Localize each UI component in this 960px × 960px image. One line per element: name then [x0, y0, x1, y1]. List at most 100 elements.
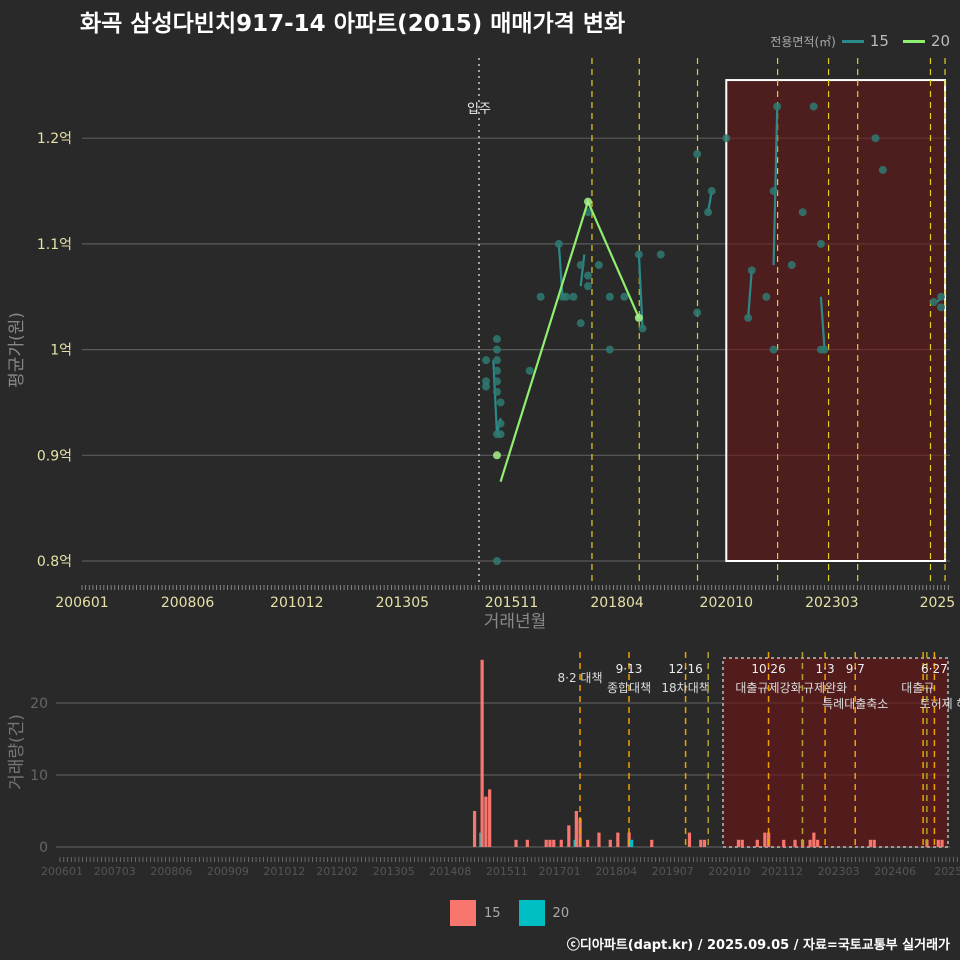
- legend-swatch-15: [450, 900, 476, 926]
- data-point-15: [594, 261, 603, 270]
- bar-15: [616, 832, 620, 847]
- x-tick-label: 200806: [150, 865, 192, 878]
- y-tick-label: 1.1억: [37, 237, 72, 253]
- data-point-15: [492, 366, 501, 375]
- data-point-15: [536, 292, 545, 301]
- policy-label: 종합대책: [607, 680, 651, 695]
- bar-15: [936, 839, 940, 847]
- y-tick-label: 10: [30, 768, 48, 784]
- x-tick-label: 201305: [373, 865, 415, 878]
- bar-15: [480, 659, 484, 847]
- y-axis-title: 거래량(건): [7, 714, 27, 790]
- data-point-15: [820, 345, 829, 354]
- x-tick-label: 201804: [595, 865, 637, 878]
- data-point-15: [583, 282, 592, 291]
- data-point-15: [562, 292, 571, 301]
- bar-20: [630, 839, 634, 847]
- x-tick-label: 201804: [590, 595, 644, 611]
- data-point-15: [656, 250, 665, 259]
- data-point-15: [634, 250, 643, 259]
- legend-line-20: [902, 39, 925, 43]
- data-point-15: [576, 261, 585, 270]
- highlight-region: [725, 79, 947, 562]
- bar-15: [793, 839, 797, 847]
- data-point-15: [605, 292, 614, 301]
- policy-label: 18차대책: [661, 680, 709, 695]
- y-tick-label: 0: [39, 840, 48, 856]
- x-tick-label: 202112: [761, 865, 803, 878]
- x-tick-label: 202010: [708, 865, 750, 878]
- y-axis-title: 평균가(원): [7, 312, 27, 388]
- bar-15: [782, 839, 786, 847]
- data-point-15: [638, 324, 647, 333]
- x-tick-label: 201305: [376, 595, 429, 611]
- bar-15: [525, 839, 529, 847]
- data-point-15: [576, 319, 585, 328]
- bar-15: [548, 839, 552, 847]
- data-point-15: [693, 150, 702, 159]
- data-point-15: [496, 398, 505, 407]
- bar-15: [567, 825, 571, 847]
- policy-date: 12·16: [668, 662, 702, 676]
- policy-label: 대출규제강화: [735, 681, 801, 695]
- bar-15: [755, 839, 759, 847]
- policy-label: 대출규: [901, 681, 934, 695]
- bar-15: [763, 832, 767, 847]
- legend-label-20: 20: [930, 32, 950, 50]
- bar-15: [702, 839, 707, 847]
- x-tick-label: 202406: [874, 865, 916, 878]
- x-tick-label: 202303: [818, 865, 860, 878]
- x-tick-label: 201012: [270, 595, 323, 611]
- bar-15: [808, 839, 812, 847]
- bar-15: [514, 839, 518, 847]
- series-line-15: [579, 254, 586, 287]
- policy-label: 8·2 대책: [558, 670, 603, 685]
- highlight-region: [722, 657, 949, 848]
- legend-bottom: 15 20: [450, 900, 569, 926]
- data-point-15: [583, 271, 592, 280]
- bar-15: [736, 839, 741, 847]
- y-tick-label: 1.2억: [37, 131, 72, 147]
- policy-label: 규제완화: [803, 681, 847, 695]
- x-tick-label: 201511: [485, 595, 538, 611]
- y-tick-label: 1억: [50, 343, 72, 359]
- data-point-15: [773, 102, 782, 111]
- series-line-15: [772, 106, 779, 266]
- policy-date: 9·13: [616, 662, 643, 676]
- x-tick-label: 201408: [429, 865, 471, 878]
- bar-15: [597, 832, 601, 847]
- y-tick-label: 0.9억: [37, 448, 72, 464]
- x-tick-label: 202010: [700, 595, 753, 611]
- series-line-15: [819, 296, 826, 350]
- x-tick-label: 202303: [805, 595, 858, 611]
- data-point-15: [496, 419, 505, 428]
- data-point-15: [605, 345, 614, 354]
- x-tick-label: 201511: [486, 865, 528, 878]
- x-tick-label: 201701: [539, 865, 581, 878]
- data-point-15: [769, 187, 778, 196]
- data-point-15: [871, 134, 880, 143]
- bar-15: [740, 839, 744, 847]
- data-point-15: [722, 134, 731, 143]
- legend-label-15: 15: [484, 905, 501, 921]
- policy-date: 6·27: [921, 662, 948, 676]
- policy-label: 토허제 해제: [920, 697, 960, 711]
- x-tick-label: 200601: [55, 595, 108, 611]
- bar-15: [812, 832, 816, 847]
- bar-15: [650, 839, 654, 847]
- x-tick-label: 200601: [41, 865, 83, 878]
- legend-title: 전용면적(㎡): [770, 34, 836, 49]
- y-tick-label: 0.8억: [37, 554, 72, 570]
- data-point-15: [482, 356, 491, 365]
- data-point-15: [937, 303, 946, 312]
- data-point-15: [569, 292, 578, 301]
- policy-date: 10·26: [751, 662, 785, 676]
- bar-15: [940, 839, 944, 847]
- data-point-15: [929, 298, 938, 307]
- x-tick-label: 201202: [316, 865, 358, 878]
- bar-15: [559, 839, 563, 847]
- data-point-15: [496, 430, 505, 439]
- bar-15: [868, 839, 873, 847]
- legend-top: 전용면적(㎡) 15 20: [770, 32, 950, 50]
- x-tick-label: 201907: [652, 865, 694, 878]
